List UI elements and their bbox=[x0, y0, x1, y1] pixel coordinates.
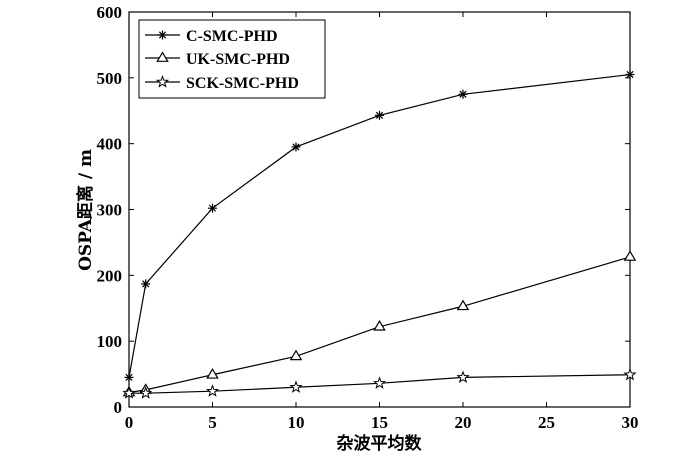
data-point bbox=[289, 380, 303, 393]
data-point bbox=[141, 279, 151, 289]
data-point bbox=[372, 376, 387, 389]
x-tick-label: 15 bbox=[371, 413, 388, 432]
series-sck-smc-phd bbox=[122, 367, 637, 399]
axis-ticks bbox=[128, 11, 631, 408]
x-axis-label: 杂波平均数 bbox=[337, 433, 423, 454]
x-tick-label: 20 bbox=[455, 413, 472, 432]
data-point bbox=[124, 372, 134, 382]
y-tick-label: 200 bbox=[97, 266, 123, 285]
data-point bbox=[456, 299, 470, 311]
y-tick-label: 300 bbox=[97, 201, 123, 220]
data-point bbox=[625, 70, 635, 80]
legend-box bbox=[138, 19, 326, 99]
x-tick-label: 5 bbox=[208, 413, 217, 432]
data-point bbox=[139, 386, 153, 399]
data-point bbox=[205, 384, 220, 397]
data-point bbox=[122, 386, 136, 399]
x-tick-label: 0 bbox=[125, 413, 134, 432]
data-point bbox=[375, 110, 384, 120]
legend-marker bbox=[158, 30, 167, 40]
data-point bbox=[291, 142, 301, 152]
data-point bbox=[623, 367, 637, 381]
data-point bbox=[373, 320, 386, 331]
y-tick-label: 100 bbox=[97, 332, 123, 351]
data-point bbox=[206, 368, 219, 379]
y-tick-label: 400 bbox=[97, 135, 123, 154]
legend-marker bbox=[156, 51, 169, 62]
legend: C-SMC-PHD UK-SMC-PHD SCK-SMC-PHD bbox=[138, 19, 326, 99]
data-point bbox=[456, 370, 470, 383]
legend-entry: SCK-SMC-PHD bbox=[145, 75, 299, 92]
legend-label: SCK-SMC-PHD bbox=[186, 75, 299, 92]
data-point bbox=[458, 89, 468, 99]
y-tick-label: 0 bbox=[114, 398, 123, 417]
legend-entry: UK-SMC-PHD bbox=[145, 51, 290, 68]
legend-entry: C-SMC-PHD bbox=[145, 28, 278, 45]
y-axis-label: OSPA距离 / m bbox=[75, 149, 96, 271]
x-tick-label: 30 bbox=[622, 413, 639, 432]
legend-marker bbox=[155, 75, 170, 88]
data-point bbox=[208, 203, 217, 213]
data-point bbox=[623, 250, 637, 261]
data-point bbox=[289, 349, 303, 361]
x-tick-label: 10 bbox=[288, 413, 305, 432]
series-layer bbox=[122, 70, 637, 399]
series-c-smc-phd bbox=[124, 70, 635, 382]
legend-label: C-SMC-PHD bbox=[186, 28, 278, 45]
x-tick-label: 25 bbox=[538, 413, 555, 432]
legend-label: UK-SMC-PHD bbox=[186, 51, 290, 68]
y-tick-label: 600 bbox=[97, 3, 123, 22]
y-tick-label: 500 bbox=[97, 69, 123, 88]
